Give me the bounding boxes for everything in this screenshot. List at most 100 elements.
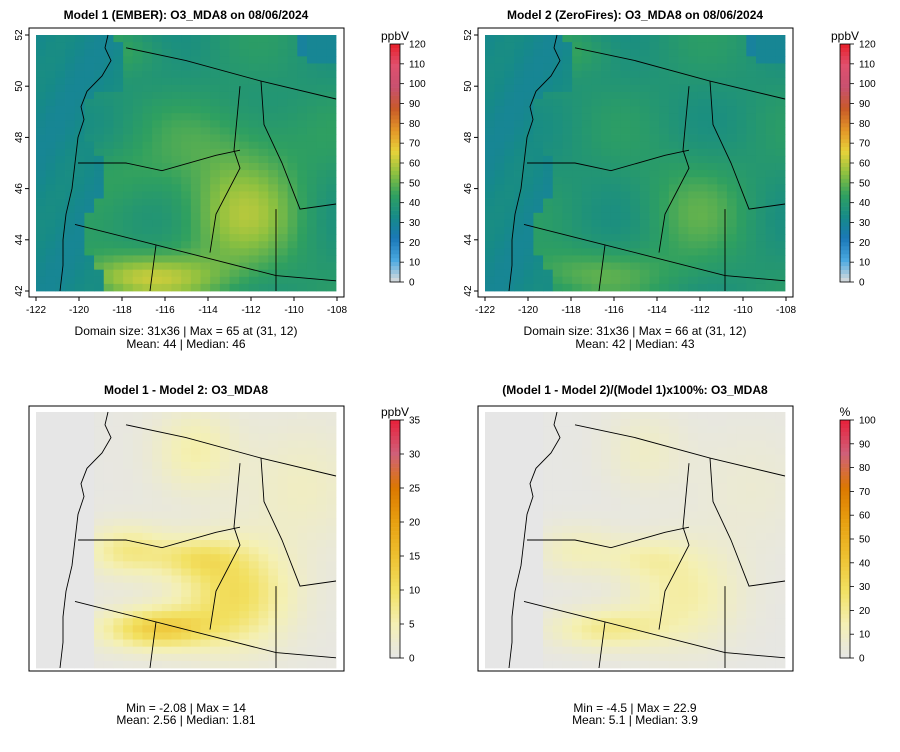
heatmap-cell xyxy=(726,170,738,178)
heatmap-cell xyxy=(287,155,298,164)
heatmap-cell xyxy=(572,241,583,249)
heatmap-cell xyxy=(55,440,66,448)
heatmap-cell xyxy=(181,575,192,584)
heatmap-cell xyxy=(562,461,573,470)
heatmap-cell xyxy=(258,582,269,591)
heatmap-cell xyxy=(161,483,172,491)
heatmap-cell xyxy=(601,84,612,93)
heatmap-cell xyxy=(697,468,708,477)
heatmap-cell xyxy=(620,35,631,43)
heatmap-cell xyxy=(494,113,505,121)
heatmap-cell xyxy=(717,440,728,448)
heatmap-cell xyxy=(55,113,66,121)
heatmap-cell xyxy=(152,468,163,477)
heatmap-cell xyxy=(65,540,76,548)
heatmap-cell xyxy=(639,504,650,512)
heatmap-cell xyxy=(84,611,95,619)
heatmap-cell xyxy=(533,646,544,655)
heatmap-cell xyxy=(36,419,47,427)
heatmap-cell xyxy=(94,127,105,135)
heatmap-cell xyxy=(152,504,163,512)
heatmap-cell xyxy=(668,618,679,626)
heatmap-cell xyxy=(581,77,592,86)
heatmap-cell xyxy=(707,461,718,470)
heatmap-cell xyxy=(200,35,211,43)
heatmap-cell xyxy=(306,269,318,278)
heatmap-cell xyxy=(74,234,85,242)
heatmap-cell xyxy=(688,127,699,135)
heatmap-cell xyxy=(219,49,230,57)
heatmap-cell xyxy=(533,625,544,633)
heatmap-cell xyxy=(200,63,211,71)
heatmap-cell xyxy=(504,155,515,164)
heatmap-cell xyxy=(297,653,308,662)
heatmap-cell xyxy=(103,518,114,527)
heatmap-cell xyxy=(668,276,679,285)
heatmap-cell xyxy=(514,134,525,143)
heatmap-cell xyxy=(258,468,269,477)
heatmap-cell xyxy=(610,518,621,527)
heatmap-cell xyxy=(485,219,496,228)
colorbar-segment xyxy=(840,443,850,449)
heatmap-cell xyxy=(248,49,259,57)
heatmap-cell xyxy=(258,184,269,192)
heatmap-cell xyxy=(36,42,47,50)
heatmap-cell xyxy=(248,283,259,292)
heatmap-cell xyxy=(552,262,563,271)
heatmap-cell xyxy=(123,35,134,43)
heatmap-cell xyxy=(306,582,318,591)
heatmap-cell xyxy=(152,589,163,598)
heatmap-cell xyxy=(659,148,670,157)
colorbar-segment xyxy=(840,550,850,556)
heatmap-cell xyxy=(755,518,767,527)
heatmap-cell xyxy=(533,56,544,64)
heatmap-cell xyxy=(697,205,708,214)
heatmap-cell xyxy=(103,77,114,86)
heatmap-cell xyxy=(55,476,66,484)
heatmap-cell xyxy=(552,426,563,434)
heatmap-cell xyxy=(678,575,689,584)
heatmap-cell xyxy=(601,184,612,192)
heatmap-cell xyxy=(55,511,66,520)
heatmap-cell xyxy=(132,611,143,619)
heatmap-cell xyxy=(219,575,230,584)
heatmap-cell xyxy=(485,497,496,505)
heatmap-cell xyxy=(630,283,641,292)
heatmap-cell xyxy=(688,589,699,598)
heatmap-cell xyxy=(697,198,708,207)
heatmap-cell xyxy=(181,248,192,256)
heatmap-cell xyxy=(152,625,163,633)
heatmap-cell xyxy=(601,476,612,484)
heatmap-cell xyxy=(668,468,679,477)
heatmap-cell xyxy=(277,205,289,214)
heatmap-cell xyxy=(572,227,583,235)
heatmap-cell xyxy=(55,582,66,591)
heatmap-cell xyxy=(200,547,211,555)
heatmap-cell xyxy=(649,653,660,662)
heatmap-cell xyxy=(142,227,153,235)
colorbar-segment xyxy=(840,499,850,504)
heatmap-cell xyxy=(94,540,105,548)
heatmap-cell xyxy=(277,525,289,534)
heatmap-cell xyxy=(190,596,201,605)
heatmap-cell xyxy=(552,632,563,640)
heatmap-cell xyxy=(736,184,747,192)
heatmap-cell xyxy=(142,234,153,242)
heatmap-cell xyxy=(591,575,602,584)
heatmap-cell xyxy=(181,177,192,185)
heatmap-cell xyxy=(581,440,592,448)
heatmap-cell xyxy=(533,561,544,569)
heatmap-cell xyxy=(161,198,172,207)
heatmap-cell xyxy=(746,212,757,221)
heatmap-cell xyxy=(494,42,505,50)
heatmap-cell xyxy=(239,99,250,107)
heatmap-cell xyxy=(219,177,230,185)
heatmap-cell xyxy=(523,497,534,505)
colorbar-segment xyxy=(840,471,850,476)
heatmap-cell xyxy=(239,42,250,50)
heatmap-cell xyxy=(190,184,201,192)
heatmap-cell xyxy=(620,426,631,434)
heatmap-cell xyxy=(287,191,298,199)
heatmap-cell xyxy=(181,276,192,285)
heatmap-cell xyxy=(755,120,767,128)
